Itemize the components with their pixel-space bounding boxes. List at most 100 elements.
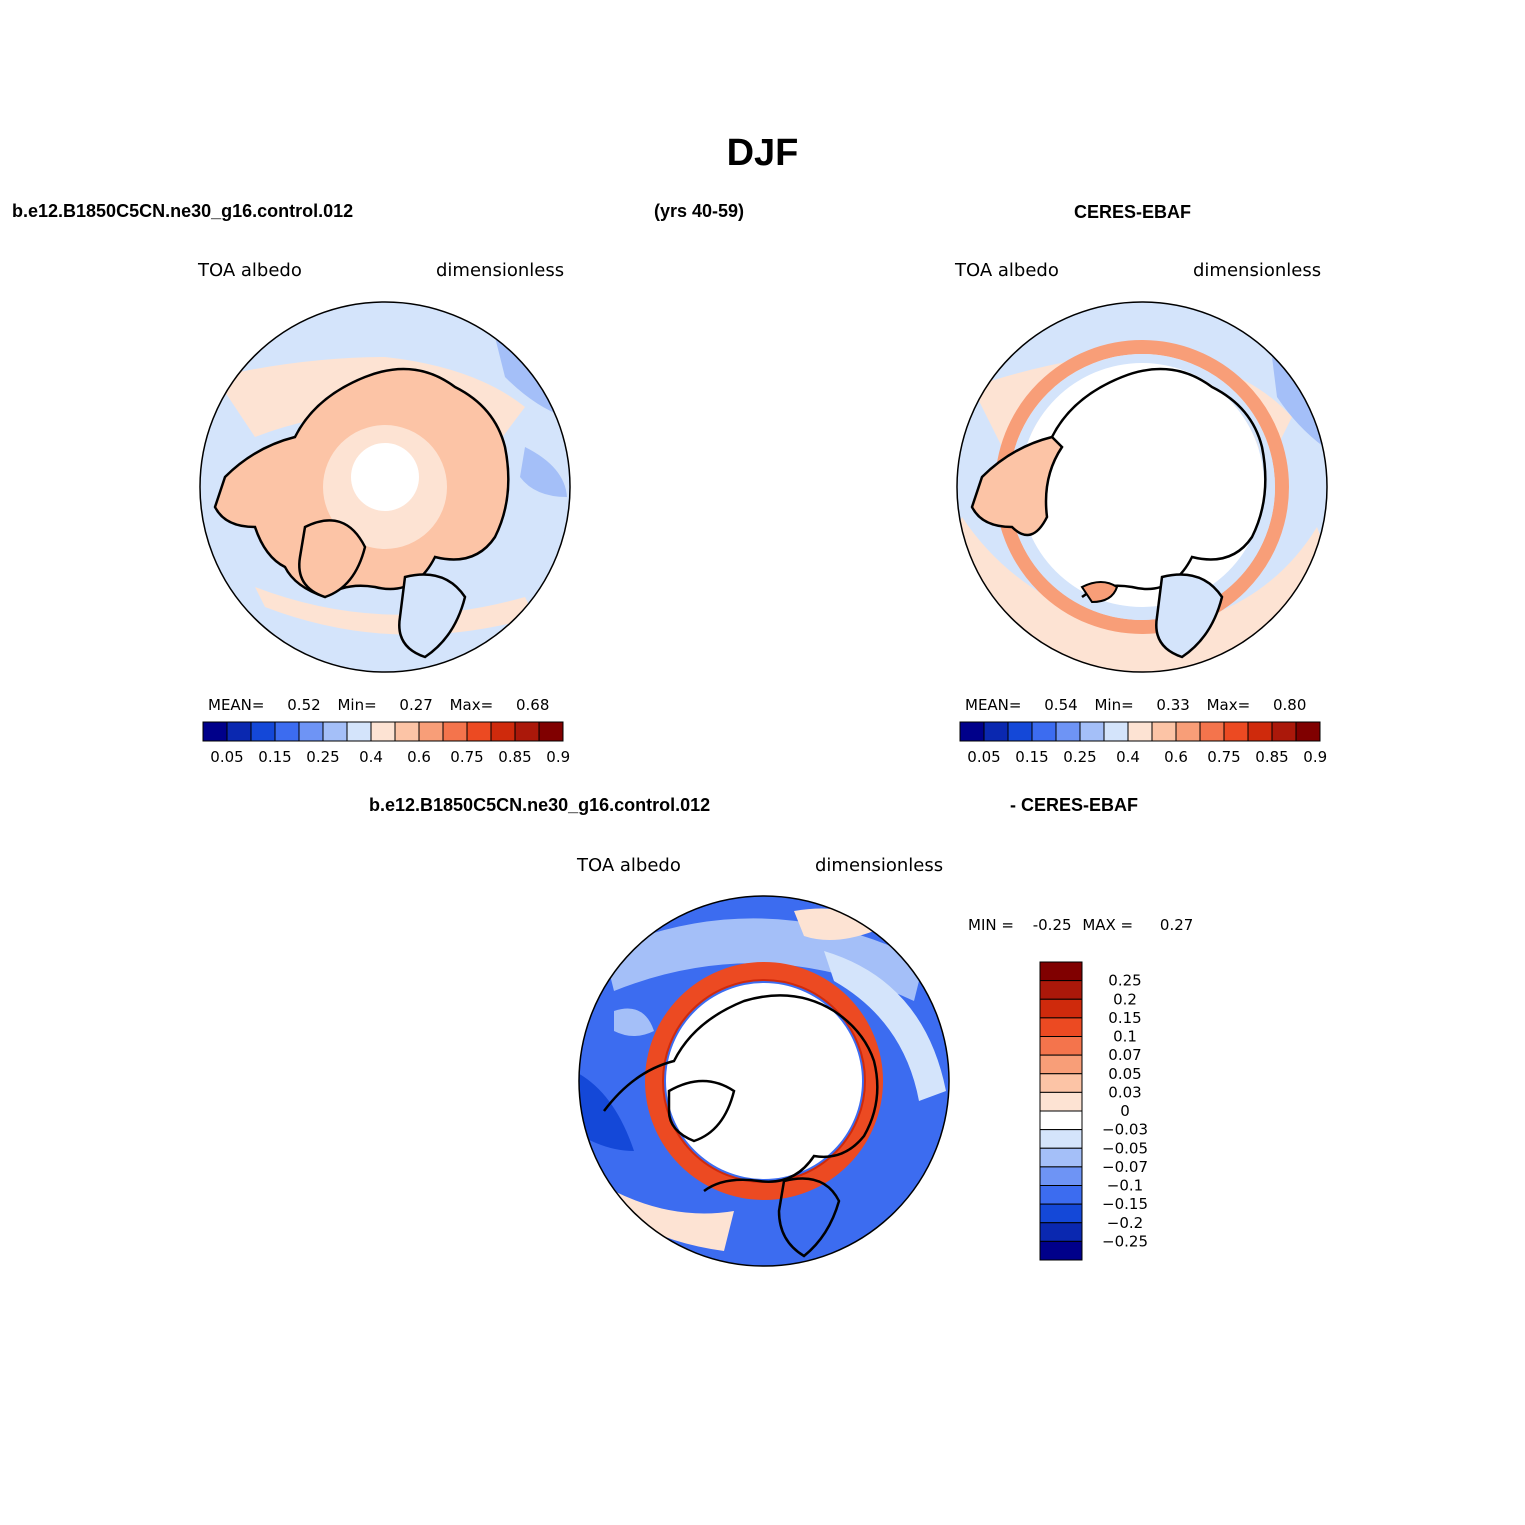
colorbar-tick-label: 0.05 <box>967 748 1000 766</box>
panel2-coastline <box>1050 367 1267 599</box>
colorbar-swatch <box>1247 721 1273 742</box>
colorbar-tick-label: −0.07 <box>1102 1158 1148 1176</box>
colorbar-swatch <box>250 721 276 742</box>
panel1-max-value: 0.68 <box>515 696 550 714</box>
colorbar-swatch <box>1039 1110 1083 1131</box>
colorbar-swatch <box>274 721 300 742</box>
panel1-band-b <box>200 497 570 672</box>
colorbar-swatch <box>1039 1185 1083 1205</box>
panel2-variable-label: TOA albedo <box>955 260 1059 281</box>
colorbar-swatch <box>1031 721 1057 742</box>
panel3-colorbar: 0.250.20.150.10.070.050.030−0.03−0.05−0.… <box>1039 961 1148 1261</box>
panel3-min-value: -0.25 <box>1032 916 1072 934</box>
years-label: (yrs 40-59) <box>654 201 745 221</box>
colorbar-tick-label: 0.75 <box>1207 748 1240 766</box>
panel2-land-na <box>970 435 1064 537</box>
colorbar-swatch <box>1199 721 1225 742</box>
colorbar-swatch <box>1039 1017 1083 1037</box>
panel1-scandinavia <box>398 573 467 659</box>
colorbar-swatch <box>1295 721 1321 742</box>
panel3-range-text: MIN = -0.25 MAX = 0.27 <box>968 916 1193 934</box>
colorbar-swatch <box>1175 721 1201 742</box>
panel2-min-label: Min= <box>1094 696 1134 714</box>
colorbar-tick-label: 0.4 <box>1116 748 1140 766</box>
case-name-label: b.e12.B1850C5CN.ne30_g16.control.012 <box>12 201 354 221</box>
panel2-mean-label: MEAN= <box>965 696 1022 714</box>
colorbar-swatch <box>1079 721 1105 742</box>
panel1-blue-patch2 <box>520 447 567 497</box>
colorbar-tick-label: 0.6 <box>407 748 431 766</box>
panel2-max-label: Max= <box>1206 696 1251 714</box>
panel2-blue-patch <box>1272 357 1324 447</box>
colorbar-swatch <box>1039 1166 1083 1186</box>
panel3-max-label: MAX = <box>1082 916 1134 934</box>
colorbar-swatch <box>346 721 372 742</box>
colorbar-tick-label: 0.95 <box>546 748 570 766</box>
colorbar-tick-label: 0.85 <box>498 748 531 766</box>
colorbar-swatch <box>466 721 492 742</box>
colorbar-swatch <box>983 721 1009 742</box>
colorbar-swatch <box>1103 721 1129 742</box>
colorbar-swatch <box>1039 998 1083 1019</box>
colorbar-tick-label: 0.4 <box>359 748 383 766</box>
panel1-polar-mask <box>351 443 419 511</box>
obs-name-label: CERES-EBAF <box>1074 202 1192 222</box>
colorbar-swatch <box>370 721 396 742</box>
panel2-units-label: dimensionless <box>1193 260 1322 281</box>
colorbar-swatch <box>1039 1129 1083 1149</box>
panel3-pos-patch2 <box>614 1191 734 1251</box>
colorbar-swatch <box>1039 1036 1083 1056</box>
panel2-polar-mask <box>1020 363 1264 607</box>
colorbar-swatch <box>1039 1222 1083 1242</box>
colorbar-tick-label: 0.15 <box>258 748 291 766</box>
colorbar-tick-label: 0.6 <box>1164 748 1188 766</box>
panel1-min-label: Min= <box>337 696 377 714</box>
colorbar-swatch <box>538 721 564 742</box>
panel3-min-label: MIN = <box>968 916 1014 934</box>
colorbar-swatch <box>490 721 516 742</box>
colorbar-tick-label: −0.2 <box>1107 1214 1143 1232</box>
panel1-max-label: Max= <box>449 696 494 714</box>
colorbar-tick-label: 0.25 <box>1108 972 1141 990</box>
colorbar-swatch <box>1271 721 1297 742</box>
colorbar-tick-label: −0.05 <box>1102 1139 1148 1157</box>
diff-case-name-label: b.e12.B1850C5CN.ne30_g16.control.012 <box>369 795 711 815</box>
panel2-min-value: 0.33 <box>1156 696 1190 714</box>
colorbar-swatch <box>1127 721 1153 742</box>
panel3-scandinavia <box>777 1177 841 1258</box>
panel3-variable-label: TOA albedo <box>577 855 681 876</box>
colorbar-tick-label: 0.85 <box>1255 748 1288 766</box>
panel2-scandinavia <box>1155 573 1224 659</box>
colorbar-swatch <box>202 721 228 742</box>
panel3-positive-ring <box>645 962 883 1200</box>
panel3-polar-mask <box>666 983 862 1179</box>
colorbar-swatch <box>959 721 985 742</box>
panel2-band-b <box>957 517 1327 672</box>
colorbar-tick-label: 0.2 <box>1113 990 1137 1008</box>
panel3-light-band2 <box>824 951 946 1101</box>
panel3-coastline <box>603 994 879 1193</box>
figure-title: DJF <box>726 132 799 174</box>
panel1-mean-value: 0.52 <box>287 696 321 714</box>
panel3-light-band <box>604 918 924 1001</box>
panel1-stats: MEAN= 0.52 Min= 0.27 Max= 0.68 <box>208 696 549 714</box>
colorbar-tick-label: 0.95 <box>1303 748 1327 766</box>
panel2-stats: MEAN= 0.54 Min= 0.33 Max= 0.80 <box>965 696 1306 714</box>
panel2-iceland <box>1080 581 1119 604</box>
panel1-map <box>199 301 571 673</box>
colorbar-swatch <box>1039 1073 1083 1093</box>
colorbar-swatch <box>394 721 420 742</box>
colorbar-tick-label: 0.25 <box>1063 748 1096 766</box>
colorbar-tick-label: 0.05 <box>210 748 243 766</box>
panel3-units-label: dimensionless <box>815 855 944 876</box>
panel1-units-label: dimensionless <box>436 260 565 281</box>
colorbar-swatch <box>1039 980 1083 1000</box>
panel3-map <box>578 895 950 1267</box>
panel2-map <box>956 301 1328 673</box>
colorbar-swatch <box>322 721 348 742</box>
diff-obs-name-label: - CERES-EBAF <box>1010 795 1139 815</box>
colorbar-swatch <box>226 721 252 742</box>
colorbar-tick-label: 0.15 <box>1015 748 1048 766</box>
panel1-colorbar: 0.05 0.15 0.25 0.4 0.6 0.75 0.85 0.95 <box>202 721 570 766</box>
colorbar-tick-label: 0.15 <box>1108 1009 1141 1027</box>
